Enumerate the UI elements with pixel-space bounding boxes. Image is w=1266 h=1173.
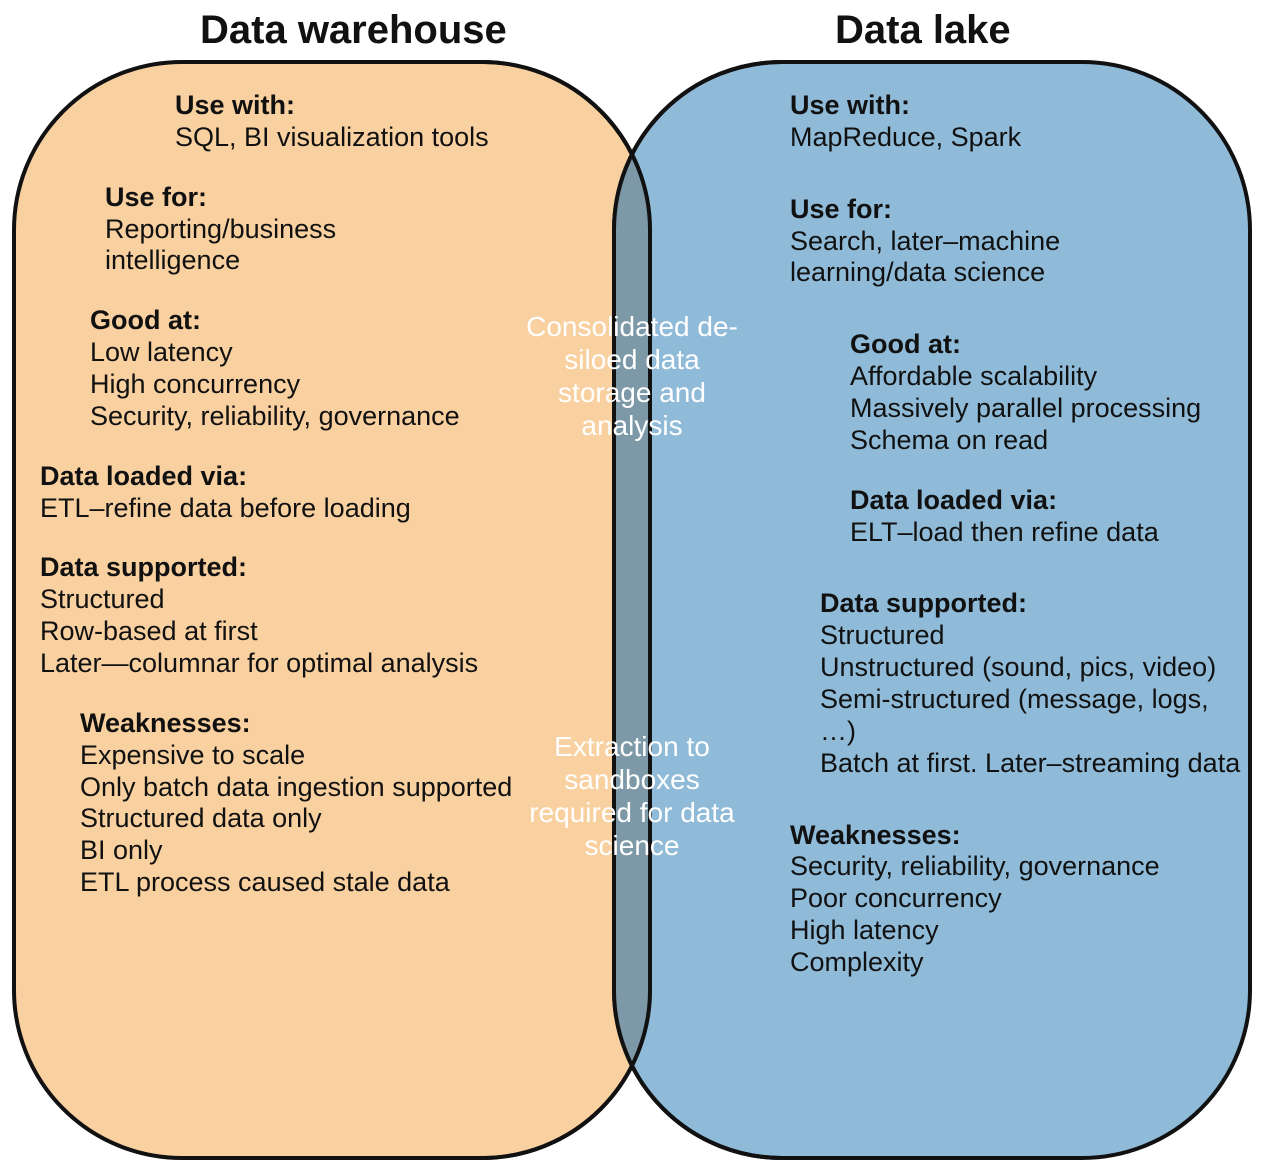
section-item: Later—columnar for optimal analysis bbox=[40, 648, 478, 678]
section-item: Poor concurrency bbox=[790, 883, 1002, 913]
section-label: Good at: bbox=[850, 329, 961, 359]
section-label: Use for: bbox=[105, 182, 207, 212]
right-content: Use with: MapReduce, Spark Use for: Sear… bbox=[790, 90, 1250, 1007]
section-label: Use with: bbox=[790, 90, 910, 120]
section-item: Row-based at first bbox=[40, 616, 258, 646]
section-item: learning/data science bbox=[790, 257, 1045, 287]
section-label: Data supported: bbox=[40, 552, 247, 582]
section-item: Unstructured (sound, pics, video) bbox=[820, 652, 1216, 682]
section-label: Use with: bbox=[175, 90, 295, 120]
section-item: Structured bbox=[820, 620, 945, 650]
section-item: Security, reliability, governance bbox=[90, 401, 460, 431]
section-label: Weaknesses: bbox=[790, 820, 961, 850]
section-item: Structured data only bbox=[80, 803, 322, 833]
section-label: Data loaded via: bbox=[850, 485, 1057, 515]
section-item: Semi-structured (message, logs, …) bbox=[820, 684, 1209, 746]
section-item: SQL, BI visualization tools bbox=[175, 122, 489, 152]
section-item: Batch at first. Later–streaming data bbox=[820, 748, 1240, 778]
overlap-text-bottom: Extraction to sandboxes required for dat… bbox=[522, 730, 742, 862]
section-item: BI only bbox=[80, 835, 163, 865]
section-item: intelligence bbox=[105, 245, 240, 275]
left-content: Use with: SQL, BI visualization tools Us… bbox=[40, 90, 520, 927]
section-item: Search, later–machine bbox=[790, 226, 1060, 256]
section-item: Massively parallel processing bbox=[850, 393, 1201, 423]
section-label: Use for: bbox=[790, 194, 892, 224]
section-item: Security, reliability, governance bbox=[790, 851, 1160, 881]
left-title: Data warehouse bbox=[200, 8, 507, 53]
section-item: High concurrency bbox=[90, 369, 300, 399]
section-item: High latency bbox=[790, 915, 939, 945]
section-label: Data loaded via: bbox=[40, 461, 247, 491]
overlap-text-top: Consolidated de-siloed data storage and … bbox=[522, 310, 742, 442]
section-item: Complexity bbox=[790, 947, 924, 977]
section-item: Schema on read bbox=[850, 425, 1048, 455]
section-label: Data supported: bbox=[820, 588, 1027, 618]
right-title: Data lake bbox=[835, 8, 1011, 53]
section-item: ELT–load then refine data bbox=[850, 517, 1159, 547]
section-item: Expensive to scale bbox=[80, 740, 305, 770]
section-item: Low latency bbox=[90, 337, 233, 367]
section-item: Only batch data ingestion supported bbox=[80, 772, 512, 802]
section-item: Structured bbox=[40, 584, 165, 614]
section-item: ETL process caused stale data bbox=[80, 867, 450, 897]
section-label: Weaknesses: bbox=[80, 708, 251, 738]
section-label: Good at: bbox=[90, 305, 201, 335]
section-item: Affordable scalability bbox=[850, 361, 1097, 391]
section-item: Reporting/business bbox=[105, 214, 336, 244]
section-item: MapReduce, Spark bbox=[790, 122, 1021, 152]
venn-diagram: Data warehouse Data lake Consolidated de… bbox=[0, 0, 1266, 1173]
section-item: ETL–refine data before loading bbox=[40, 493, 411, 523]
